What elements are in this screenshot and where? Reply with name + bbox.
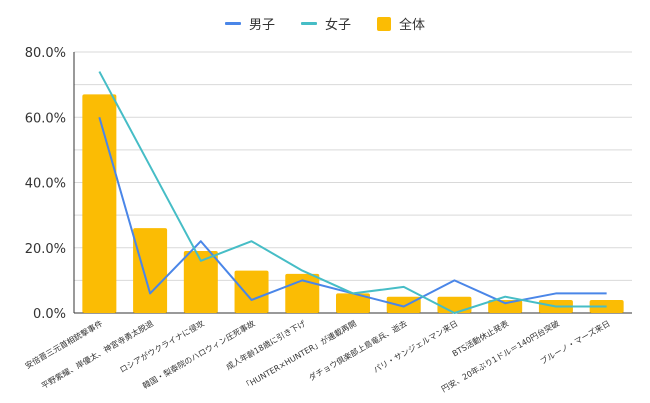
- legend-swatch-male: [224, 22, 241, 25]
- bar-total[interactable]: [133, 228, 168, 313]
- y-tick-label: 20.0%: [25, 242, 66, 257]
- y-axis: 0.0% 20.0% 40.0% 60.0% 80.0%: [25, 46, 66, 322]
- legend-label-total: 全体: [399, 18, 426, 33]
- bar-layer: [82, 94, 624, 313]
- legend: 男子 女子 全体: [0, 14, 650, 33]
- y-tick-label: 40.0%: [25, 177, 66, 192]
- y-tick-label: 0.0%: [33, 307, 66, 322]
- line-female[interactable]: [98, 71, 607, 314]
- x-tick-label: ダチョウ倶楽部上島竜兵、逝去: [307, 318, 409, 383]
- x-tick-label: ロシアがウクライナに侵攻: [118, 318, 206, 375]
- bar-total[interactable]: [437, 296, 472, 313]
- x-axis: 安倍晋三元首相銃撃事件平野紫耀、岸優太、神宮寺勇太脱退ロシアがウクライナに侵攻韓…: [23, 318, 611, 394]
- y-tick-label: 80.0%: [25, 46, 66, 61]
- x-tick-label: 成人年齢18歳に引き下げ: [224, 318, 307, 372]
- legend-item-female[interactable]: 女子: [300, 14, 351, 33]
- bar-total[interactable]: [82, 94, 117, 313]
- grid-layer: [73, 51, 632, 314]
- y-tick-label: 60.0%: [25, 111, 66, 126]
- legend-label-male: 男子: [248, 18, 275, 33]
- bar-total[interactable]: [386, 296, 421, 313]
- legend-swatch-female: [300, 22, 317, 25]
- x-tick-label: パリ・サンジェルマン来日: [372, 319, 460, 375]
- legend-item-male[interactable]: 男子: [224, 14, 275, 33]
- legend-swatch-total: [377, 16, 391, 31]
- bar-total[interactable]: [336, 293, 370, 313]
- bar-total[interactable]: [183, 251, 218, 313]
- bar-total[interactable]: [234, 270, 269, 313]
- legend-item-total[interactable]: 全体: [377, 14, 425, 33]
- legend-label-female: 女子: [324, 18, 351, 33]
- line-layer: [98, 71, 607, 314]
- bar-total[interactable]: [488, 299, 523, 313]
